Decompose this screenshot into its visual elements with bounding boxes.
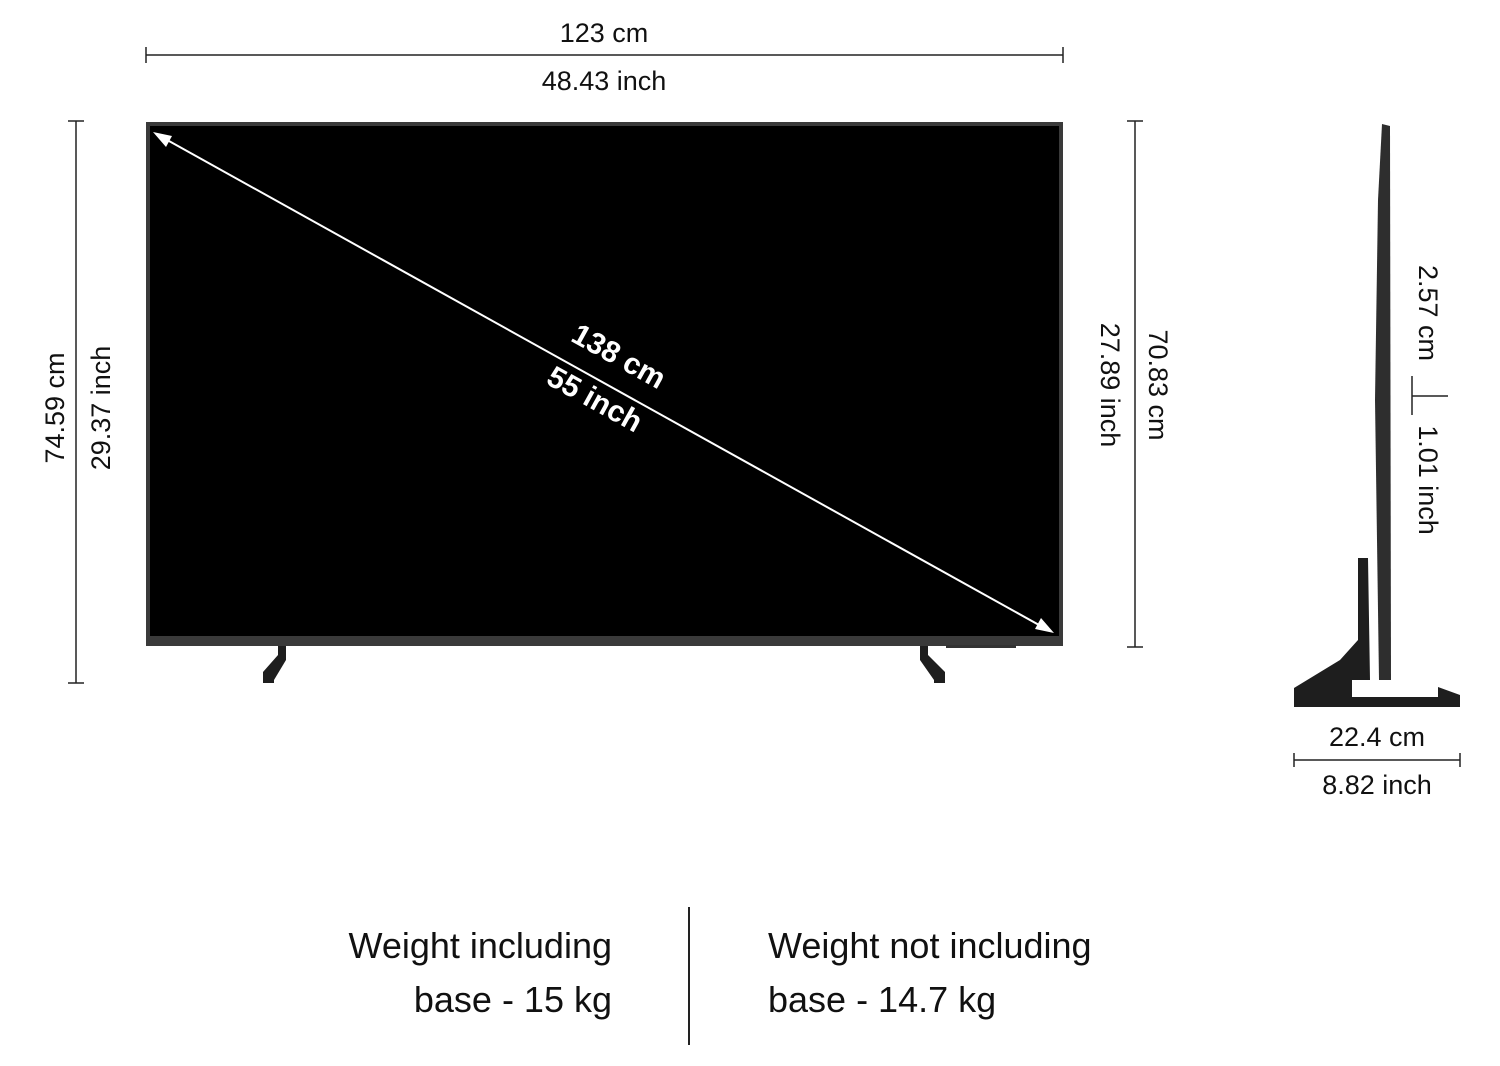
side-depth-inch-label: 1.01 inch [1413, 425, 1443, 535]
width-dimension [145, 47, 1064, 63]
weight-without-base-line1: Weight not including [768, 925, 1092, 966]
tv-stand-left [263, 646, 286, 683]
panel-height-dimension [1127, 120, 1143, 648]
tv-side-panel [1375, 124, 1391, 680]
side-depth-cm-label: 2.57 cm [1413, 265, 1443, 361]
tv-sensor [946, 645, 1016, 648]
tv-stand-right [920, 646, 945, 683]
panel-height-inch-label: 27.89 inch [1095, 323, 1125, 448]
weight-with-base-line1: Weight including [349, 925, 613, 966]
diagonal-arrow [153, 132, 1054, 633]
height-with-stand-inch-label: 29.37 inch [86, 346, 116, 471]
width-cm-label: 123 cm [560, 18, 649, 48]
tv-front: 138 cm 55 inch [146, 122, 1063, 683]
stand-depth-cm-label: 22.4 cm [1329, 722, 1425, 752]
width-inch-label: 48.43 inch [542, 66, 667, 96]
stand-depth-dimension [1293, 753, 1461, 767]
tv-side-view: 2.57 cm 1.01 inch 22.4 cm 8.82 inch [1293, 124, 1461, 800]
panel-height-cm-label: 70.83 cm [1143, 329, 1173, 440]
height-with-stand-cm-label: 74.59 cm [40, 352, 70, 463]
tv-side-stand [1294, 558, 1460, 707]
weight-with-base-line2: base - 15 kg [414, 979, 612, 1020]
weight-without-base-line2: base - 14.7 kg [768, 979, 996, 1020]
height-with-stand-dimension [68, 120, 84, 684]
stand-depth-inch-label: 8.82 inch [1322, 770, 1432, 800]
